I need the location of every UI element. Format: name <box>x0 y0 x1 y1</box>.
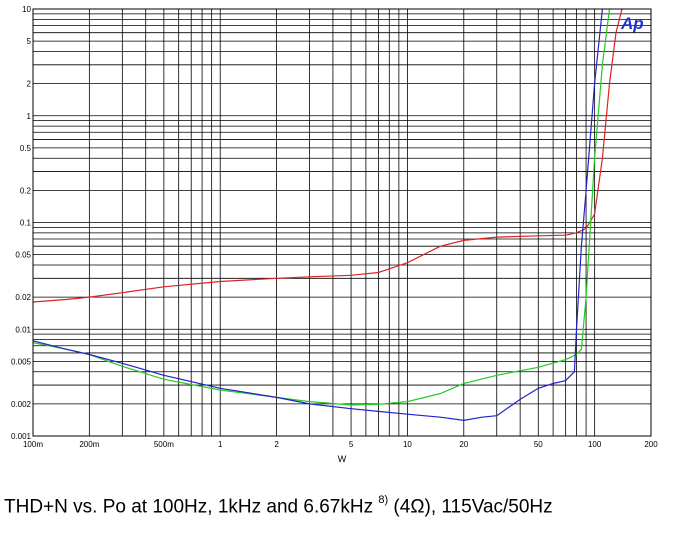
y-tick-label: 10 <box>22 5 31 14</box>
thd-chart: 100m 200m 500m 1 2 5 10 20 50 100 200 10 5 2 1 0.5 0.2 0… <box>11 5 658 464</box>
x-tick-label: 100m <box>23 440 43 449</box>
series-layer <box>32 8 623 422</box>
x-tick-label: 200m <box>79 440 99 449</box>
y-tick-label: 0.05 <box>15 251 31 260</box>
y-tick-label: 0.01 <box>15 325 31 334</box>
caption-footnote: 8) <box>378 494 389 506</box>
y-tick-label: 0.1 <box>20 219 32 228</box>
y-tick-label: 0.2 <box>20 186 32 195</box>
caption-rest: (4Ω), 115Vac/50Hz <box>388 496 553 518</box>
x-tick-labels: 100m 200m 500m 1 2 5 10 20 50 100 200 <box>23 440 658 449</box>
plot-frame <box>32 8 652 437</box>
y-tick-labels: 10 5 2 1 0.5 0.2 0.1 0.05 0.02 0.01 0.005 0.002 0.00… <box>11 5 32 441</box>
y-tick-label: 2 <box>27 80 32 89</box>
y-tick-label: 0.005 <box>11 357 32 366</box>
x-axis-title: W <box>338 454 347 464</box>
y-tick-label: 0.5 <box>20 144 32 153</box>
y-tick-label: 5 <box>27 37 32 46</box>
chart-caption: THD+N vs. Po at 100Hz, 1kHz and 6.67kHz … <box>4 494 553 518</box>
y-tick-label: 0.001 <box>11 432 32 441</box>
grid-lines <box>32 8 652 437</box>
y-tick-label: 0.002 <box>11 400 32 409</box>
y-tick-label: 0.02 <box>15 293 31 302</box>
x-tick-label: 10 <box>403 440 412 449</box>
x-tick-label: 50 <box>534 440 543 449</box>
x-tick-label: 100 <box>588 440 602 449</box>
series-line-1 <box>32 8 623 303</box>
caption-main: THD+N vs. Po at 100Hz, 1kHz and 6.67kHz <box>4 496 379 518</box>
x-tick-label: 5 <box>349 440 354 449</box>
x-tick-label: 20 <box>459 440 468 449</box>
series-line-2 <box>32 8 611 406</box>
y-tick-label: 1 <box>27 112 32 121</box>
ap-logo: Ap <box>620 14 644 33</box>
x-tick-label: 200 <box>644 440 658 449</box>
series-line-3 <box>32 8 603 422</box>
x-tick-label: 1 <box>218 440 223 449</box>
x-tick-label: 500m <box>154 440 174 449</box>
x-tick-label: 2 <box>274 440 279 449</box>
